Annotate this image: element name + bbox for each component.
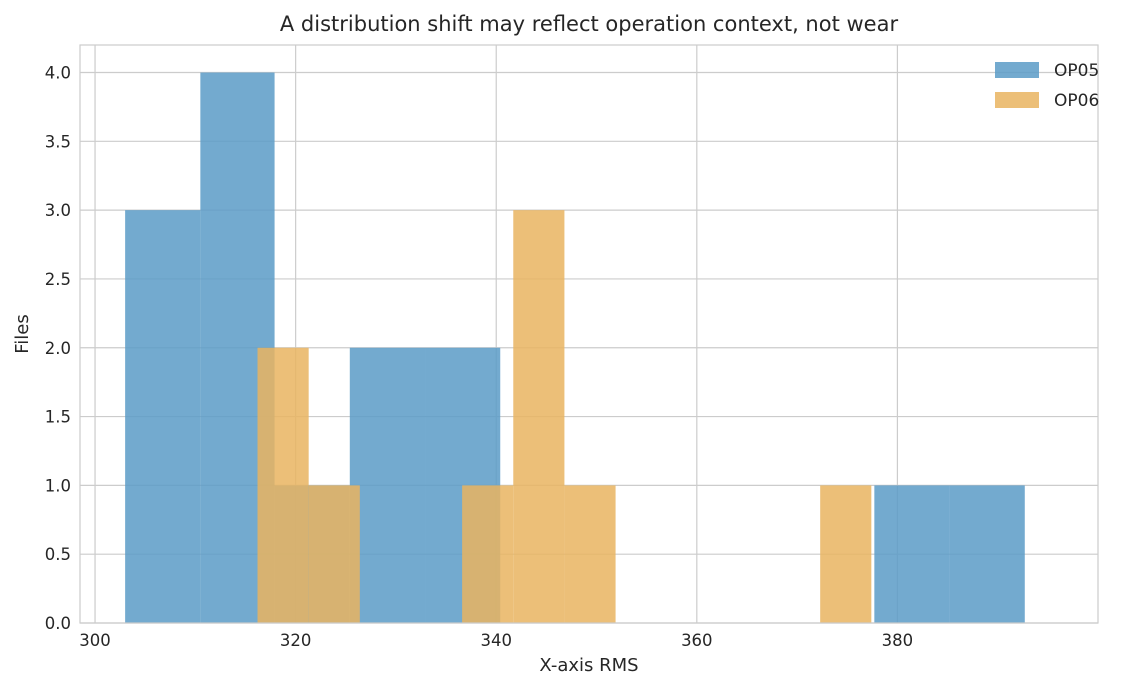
histogram-bars (125, 72, 1025, 624)
y-tick-label: 0.0 (45, 614, 71, 633)
bar-op05 (349, 347, 426, 623)
x-tick-label: 380 (882, 631, 914, 650)
legend: OP05 OP06 (995, 61, 1099, 111)
y-tick-label: 2.0 (45, 339, 71, 358)
x-tick-label: 320 (280, 631, 312, 650)
y-tick-label: 3.5 (45, 132, 71, 151)
x-tick-label: 300 (79, 631, 111, 650)
bar-op06 (820, 485, 872, 623)
bar-op06 (462, 485, 514, 623)
x-tick-label: 340 (480, 631, 512, 650)
legend-label: OP05 (1054, 61, 1099, 81)
bar-op06 (513, 210, 565, 623)
y-tick-label: 4.0 (45, 64, 71, 83)
chart-title: A distribution shift may reflect operati… (280, 12, 899, 36)
legend-item-op06: OP06 (995, 91, 1099, 111)
y-tick-label: 1.5 (45, 408, 71, 427)
x-tick-label: 360 (681, 631, 713, 650)
bar-op06 (257, 347, 309, 623)
y-tick-label: 1.0 (45, 476, 71, 495)
y-tick-label: 3.0 (45, 201, 71, 220)
plot-frame (79, 44, 1099, 624)
x-axis-label: X-axis RMS (539, 655, 638, 676)
legend-swatch (995, 92, 1039, 108)
legend-label: OP06 (1054, 91, 1099, 111)
bar-op05 (125, 210, 201, 623)
legend-swatch (995, 62, 1039, 78)
legend-item-op05: OP05 (995, 61, 1099, 81)
y-axis-label: Files (12, 314, 33, 354)
bar-op05 (874, 485, 950, 623)
y-tick-label: 0.5 (45, 545, 71, 564)
tick-labels: 300 320 340 360 380 0.0 0.5 1.0 1.5 2.0 2.5 3.0 3.5 4… (45, 64, 913, 650)
bar-op06 (308, 485, 360, 623)
series-op06 (257, 210, 872, 623)
y-tick-label: 2.5 (45, 270, 71, 289)
bar-op05 (949, 485, 1025, 623)
bar-op06 (564, 485, 616, 623)
